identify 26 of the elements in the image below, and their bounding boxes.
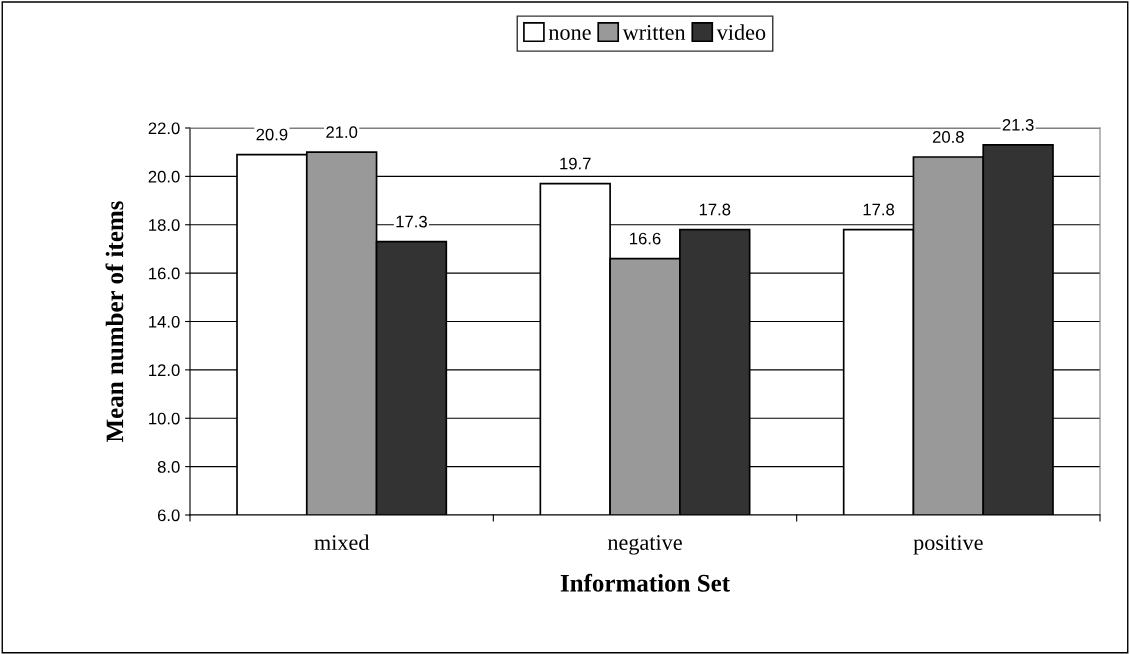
y-tick-label: 22.0 bbox=[148, 122, 180, 135]
x-tick-label: negative bbox=[607, 535, 682, 555]
x-tick-label: positive bbox=[913, 535, 983, 555]
data-label: 17.8 bbox=[863, 203, 895, 216]
data-label: 21.0 bbox=[326, 126, 358, 139]
y-tick-label: 14.0 bbox=[149, 315, 180, 328]
legend-label: written bbox=[622, 24, 686, 40]
y-tick-label: 20.0 bbox=[148, 170, 180, 183]
y-tick-label: 10.0 bbox=[149, 412, 180, 425]
x-tick-label: mixed bbox=[314, 534, 370, 551]
y-tick-label: 12.0 bbox=[149, 364, 180, 377]
y-tick-label: 8.0 bbox=[157, 461, 180, 473]
data-label: 20.8 bbox=[932, 131, 964, 143]
x-axis-title: Information Set bbox=[560, 573, 730, 592]
legend-label: none bbox=[548, 29, 591, 40]
data-label: 17.3 bbox=[396, 215, 427, 228]
data-label: 20.9 bbox=[256, 128, 288, 141]
y-tick-label: 16.0 bbox=[149, 267, 180, 280]
y-tick-label: 6.0 bbox=[157, 509, 180, 522]
data-label: 21.3 bbox=[1002, 118, 1034, 131]
data-label: 17.8 bbox=[699, 203, 731, 216]
legend-label: video bbox=[716, 24, 766, 40]
data-label: 19.7 bbox=[560, 157, 591, 170]
y-axis-title: Mean number of items bbox=[105, 201, 124, 443]
y-tick-label: 18.0 bbox=[149, 219, 180, 231]
data-label: 16.6 bbox=[630, 232, 661, 245]
